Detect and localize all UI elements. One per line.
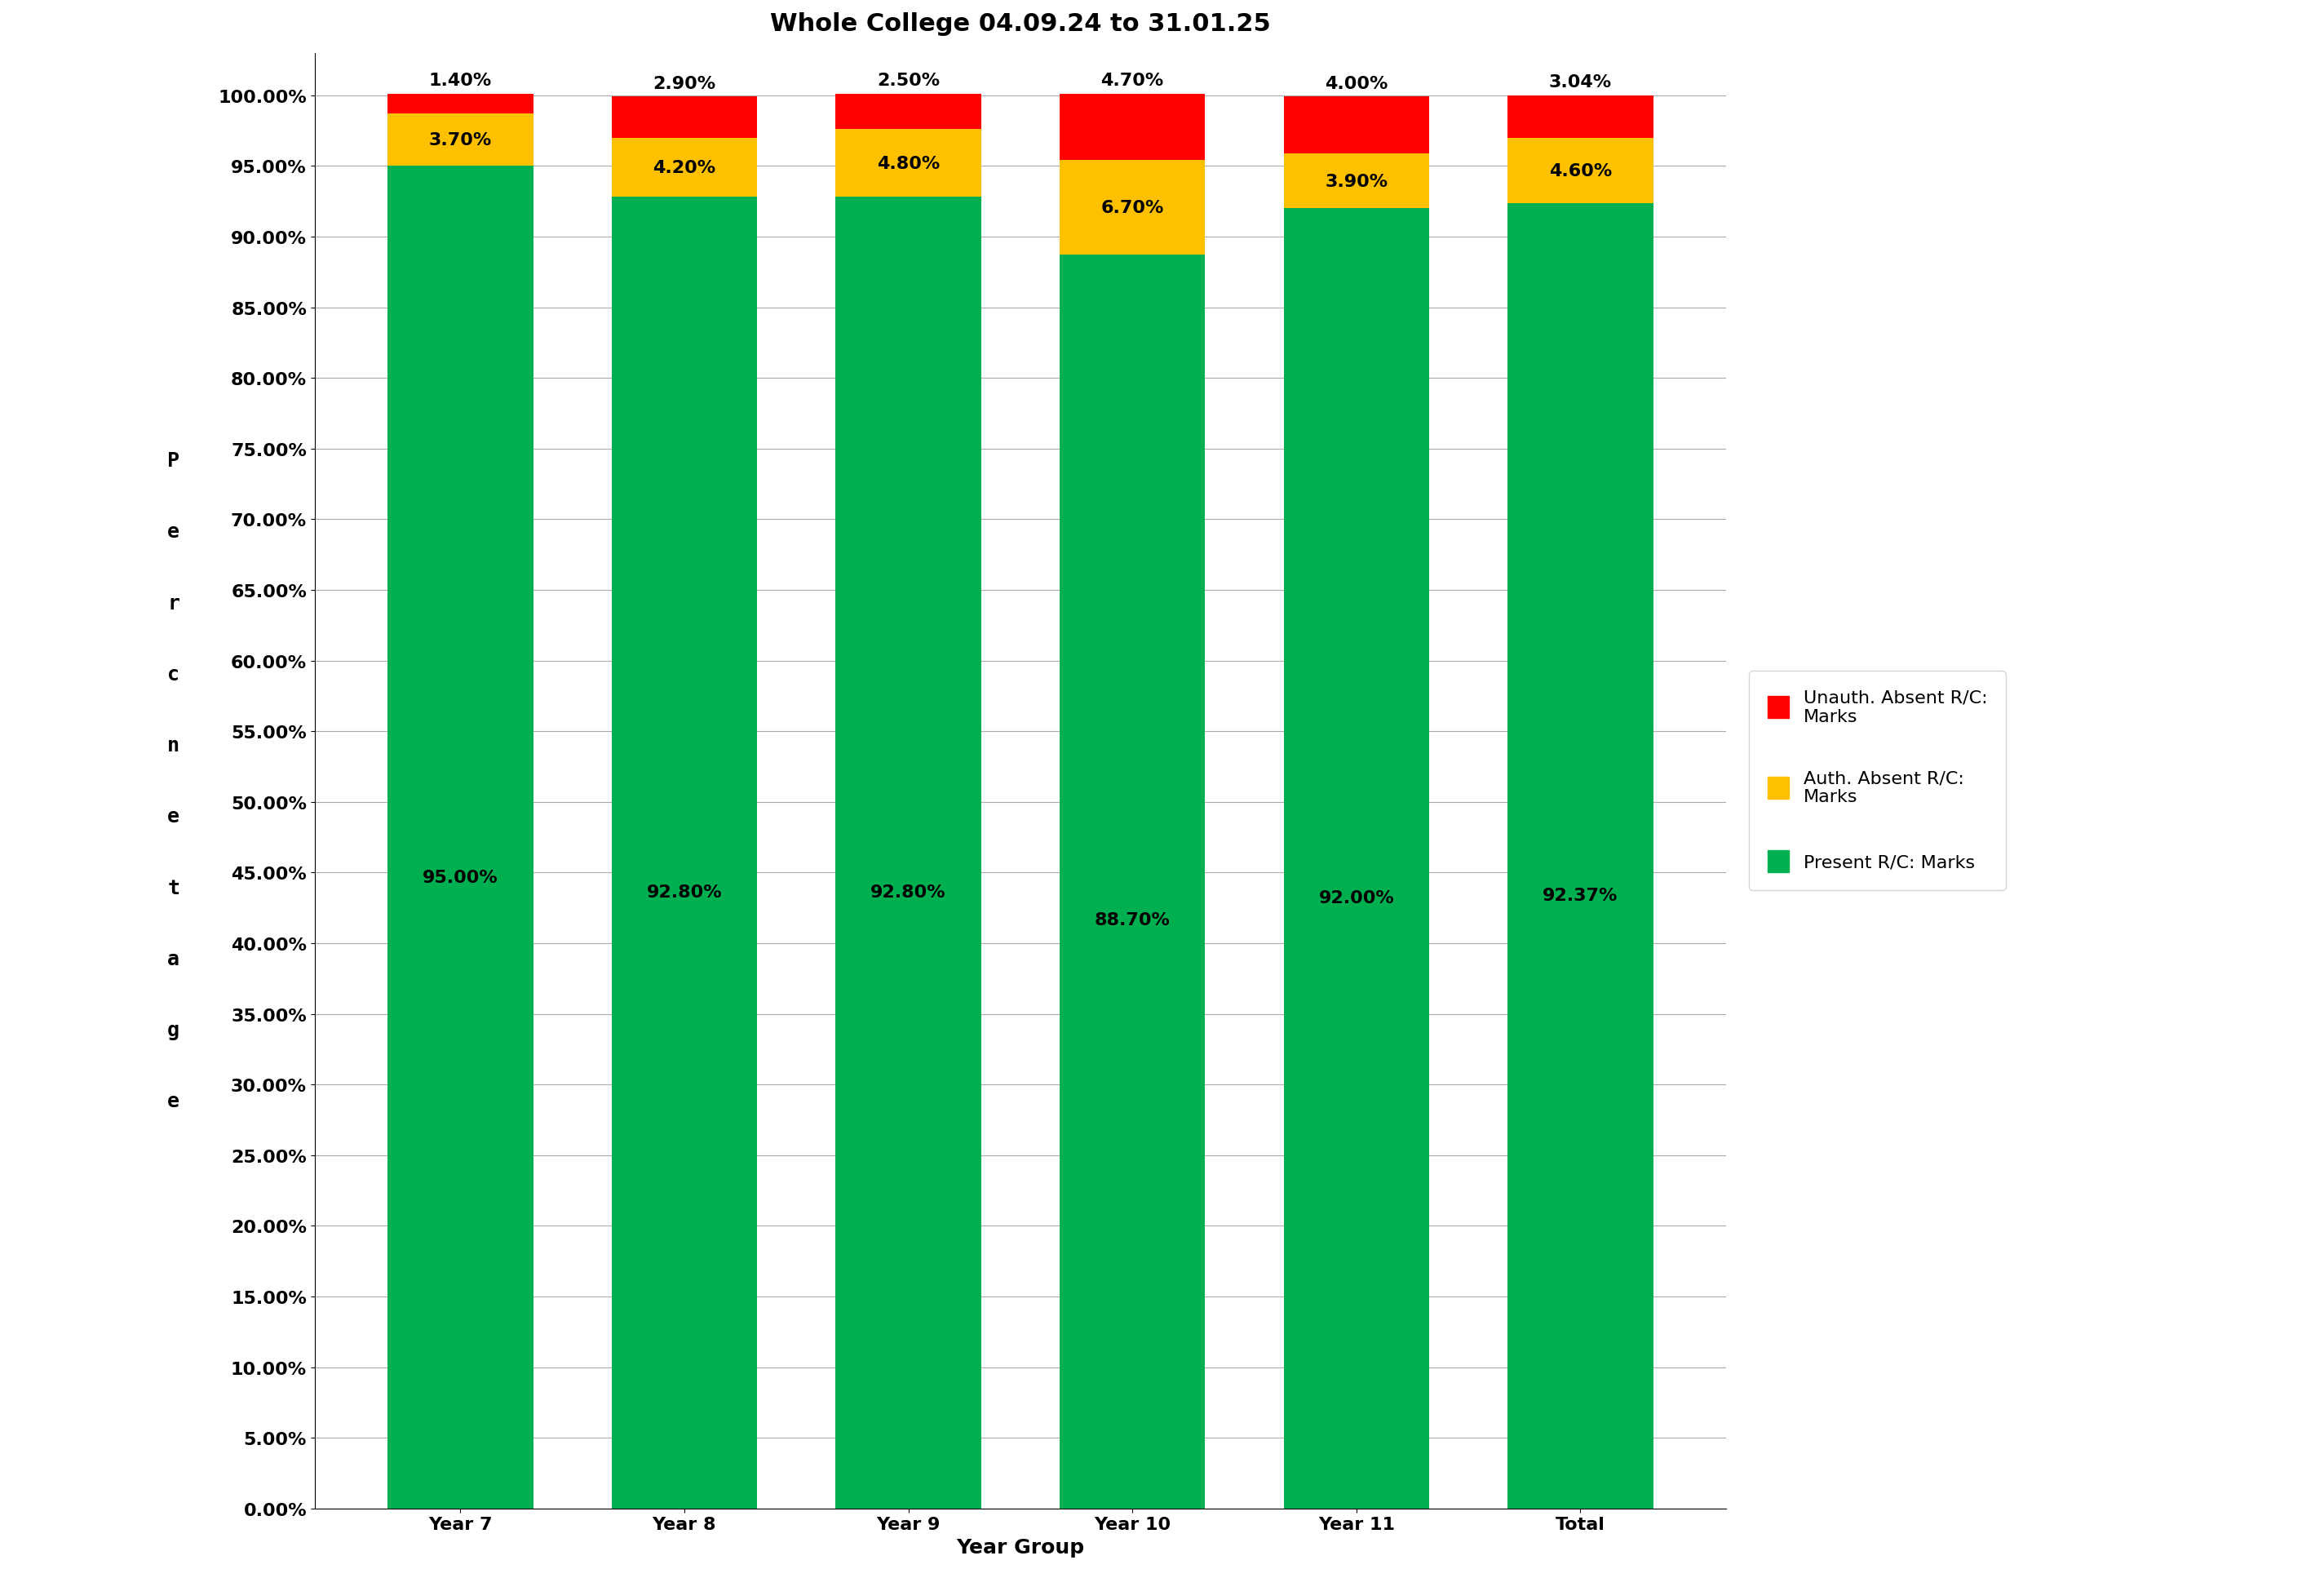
Text: n: n [167,736,179,755]
Text: 92.80%: 92.80% [646,885,723,901]
Bar [611,198,758,1508]
Bar [1060,256,1206,1508]
Text: 92.80%: 92.80% [872,885,946,901]
Text: 92.00%: 92.00% [1318,890,1394,905]
Text: e: e [167,1092,179,1111]
Text: P: P [167,452,179,471]
Text: a: a [167,949,179,968]
Bar [1283,209,1429,1508]
Text: 6.70%: 6.70% [1102,201,1164,217]
Bar [837,94,981,130]
Text: r: r [167,593,179,613]
Bar [1508,204,1652,1508]
Bar [1508,138,1652,204]
Text: 92.37%: 92.37% [1543,886,1618,904]
Bar [388,115,532,166]
Text: 88.70%: 88.70% [1095,912,1171,927]
Text: c: c [167,665,179,684]
X-axis label: Year Group: Year Group [955,1538,1085,1556]
Title: Whole College 04.09.24 to 31.01.25: Whole College 04.09.24 to 31.01.25 [769,13,1271,36]
Text: 4.80%: 4.80% [876,155,939,173]
Text: t: t [167,879,179,897]
Bar [388,166,532,1508]
Text: 3.04%: 3.04% [1548,74,1613,91]
Text: 4.70%: 4.70% [1102,72,1164,89]
Text: e: e [167,522,179,541]
Text: 4.00%: 4.00% [1325,75,1387,91]
Bar [1060,94,1206,162]
Legend: Unauth. Absent R/C:
Marks, Auth. Absent R/C:
Marks, Present R/C: Marks: Unauth. Absent R/C: Marks, Auth. Absent … [1750,672,2006,891]
Text: 3.90%: 3.90% [1325,173,1387,190]
Text: 4.20%: 4.20% [653,160,716,176]
Bar [1508,96,1652,138]
Text: g: g [167,1020,179,1040]
Text: 2.50%: 2.50% [876,72,939,89]
Bar [388,94,532,115]
Text: 95.00%: 95.00% [423,869,497,886]
Text: e: e [167,806,179,827]
Text: 3.70%: 3.70% [428,132,493,149]
Bar [611,138,758,198]
Bar [611,97,758,138]
Bar [1283,97,1429,154]
Text: 1.40%: 1.40% [428,72,493,89]
Bar [1060,162,1206,256]
Bar [837,130,981,198]
Bar [1283,154,1429,209]
Text: 4.60%: 4.60% [1548,163,1613,179]
Text: 2.90%: 2.90% [653,75,716,91]
Bar [837,198,981,1508]
